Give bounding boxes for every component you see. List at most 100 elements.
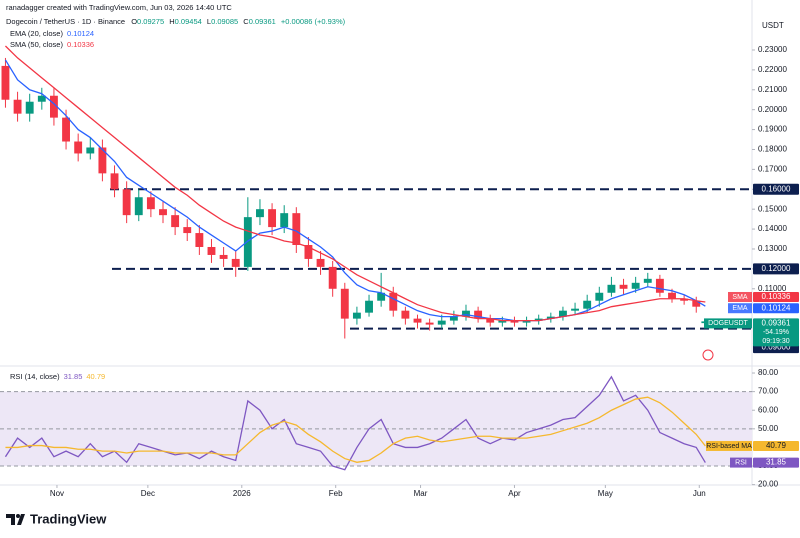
series-tag-box: [728, 291, 752, 302]
candle-body: [1, 65, 10, 100]
candle-body: [474, 310, 483, 319]
candle-body: [631, 282, 640, 289]
last-note: 09:19:30: [762, 338, 789, 345]
y-tick-label: 0.15000: [758, 204, 787, 213]
candle-body: [462, 310, 470, 317]
y-tick-label: 0.13000: [758, 244, 787, 253]
candle-body: [498, 320, 507, 323]
candle-body: [401, 310, 410, 319]
ema-label: EMA (20, close): [10, 29, 63, 38]
ohlc-value: 0.09275: [137, 17, 164, 26]
candle-body: [316, 258, 325, 267]
series-tag: RSI-based MA: [706, 443, 752, 450]
x-tick-label: Feb: [329, 489, 343, 498]
ohlc-value: 0.09361: [249, 17, 276, 26]
candle-body: [159, 209, 167, 216]
sma-value: 0.10336: [67, 40, 94, 49]
candle-body: [583, 300, 592, 309]
candle-body: [195, 233, 204, 247]
candle-body: [413, 318, 422, 323]
ema-value: 0.10124: [67, 29, 94, 38]
series-tag: SMA: [732, 294, 748, 301]
y-tick-label: 50.00: [758, 424, 779, 433]
candle-body: [134, 197, 143, 216]
level-label: 0.09000: [762, 343, 791, 352]
sma-legend: SMA (50, close) 0.10336: [10, 40, 94, 49]
series-value-box: [753, 291, 799, 302]
y-tick-label: 60.00: [758, 405, 779, 414]
ohlc-value: 0.09454: [175, 17, 202, 26]
series-tag-box: [728, 303, 752, 314]
candle-body: [449, 316, 458, 321]
candle-body: [292, 213, 301, 245]
symbol: Dogecoin / TetherUS · 1D · Binance: [6, 17, 125, 26]
candle-body: [522, 320, 531, 323]
candle-body: [256, 209, 264, 218]
level-label: 0.12000: [762, 264, 791, 273]
y-tick-label: 0.20000: [758, 105, 787, 114]
series-value: 0.10336: [762, 292, 791, 301]
x-tick-label: May: [598, 489, 613, 498]
alert-icon: [702, 349, 714, 361]
last-price-box: [753, 318, 799, 347]
y-tick-label: 70.00: [758, 387, 779, 396]
candle-body: [643, 278, 652, 283]
candle-body: [486, 318, 495, 323]
sma-label: SMA (50, close): [10, 40, 63, 49]
legend-symbol: Dogecoin / TetherUS · 1D · Binance O0.09…: [6, 17, 346, 26]
candle-body: [340, 288, 349, 319]
y-tick-label: 0.11000: [758, 284, 787, 293]
level-label-box: [753, 183, 799, 195]
series-value-box: [753, 303, 799, 314]
candle-body: [352, 312, 361, 319]
candle-body: [183, 227, 192, 234]
candle-body: [25, 101, 34, 114]
y-tick-label: 0.22000: [758, 65, 787, 74]
ohlc-label: O: [131, 17, 137, 26]
y-tick-label: 0.14000: [758, 224, 787, 233]
candle-body: [122, 189, 131, 216]
ohlc-value: 0.09085: [211, 17, 238, 26]
rsi-legend: RSI (14, close) 31.85 40.79: [10, 372, 105, 381]
candle-body: [534, 318, 543, 321]
series-line: [5, 396, 706, 463]
series-line: [4, 45, 706, 322]
candle-body: [37, 95, 46, 102]
candle-body: [595, 292, 604, 301]
candle-body: [559, 310, 567, 317]
candle-body: [280, 213, 289, 228]
x-tick-label: Apr: [508, 489, 521, 498]
x-tick-label: Dec: [141, 489, 155, 498]
candle-body: [668, 292, 676, 299]
series-tag-box: [706, 440, 752, 451]
y-tick-label: 0.19000: [758, 125, 787, 134]
candle-body: [692, 300, 701, 307]
series-value-box: [753, 440, 799, 451]
candle-body: [655, 278, 664, 293]
candle-body: [243, 217, 252, 267]
candle-body: [146, 197, 155, 210]
candle-body: [207, 246, 216, 255]
logo: [6, 514, 25, 525]
candle-body: [328, 266, 337, 289]
y-tick-label: 0.23000: [758, 45, 787, 54]
y-tick-label: 0.21000: [758, 85, 787, 94]
candle-body: [62, 117, 70, 142]
candle-body: [98, 147, 107, 174]
y-tick-label: 0.17000: [758, 164, 787, 173]
candle-body: [86, 147, 95, 154]
axis-label: USDT: [762, 21, 784, 30]
ohlc-label: L: [207, 17, 211, 26]
candle-body: [231, 258, 240, 267]
logo-dot: [16, 514, 20, 518]
x-tick-label: Mar: [414, 489, 428, 498]
candle-body: [74, 141, 83, 154]
brand: TradingView: [30, 511, 107, 526]
series-value-box: [753, 457, 799, 468]
y-tick-label: 0.18000: [758, 145, 787, 154]
candle-body: [437, 320, 446, 325]
rsi-ma-value: 40.79: [86, 372, 105, 381]
level-label-box: [753, 263, 799, 275]
change: +0.00086 (+0.93%): [281, 17, 346, 26]
